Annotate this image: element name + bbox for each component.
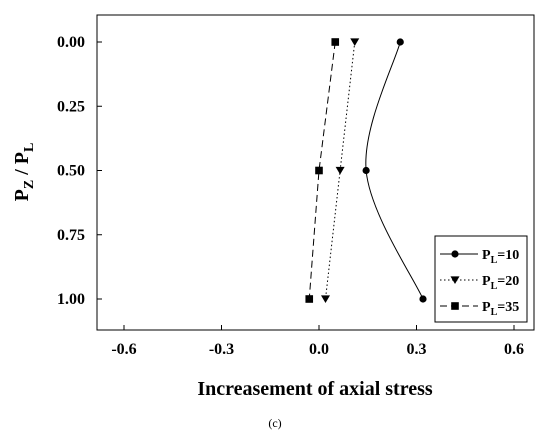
x-tick-label: 0.6 xyxy=(504,341,524,358)
x-tick-label: 0.3 xyxy=(407,341,427,358)
legend-marker xyxy=(451,250,459,258)
series-layer xyxy=(305,38,427,304)
y-tick-label: 0.00 xyxy=(57,34,85,51)
data-point xyxy=(396,38,404,46)
y-axis-label: PZ / PL xyxy=(11,143,37,202)
legend-label: PL=10 xyxy=(482,248,519,266)
y-tick-label: 1.00 xyxy=(57,291,85,308)
data-point xyxy=(305,295,314,303)
legend-items: PL=10 PL=20 PL=35 xyxy=(440,248,519,318)
data-point xyxy=(321,295,330,304)
series-line xyxy=(365,41,424,300)
legend-marker xyxy=(450,276,460,285)
ticks: -0.6 -0.3 0.0 0.3 0.6 0.00 0.25 0.50 0.75 1.00 xyxy=(57,34,524,358)
legend-item-2: PL=20 xyxy=(440,274,519,292)
data-point xyxy=(419,295,427,303)
legend-box xyxy=(434,235,528,323)
data-point xyxy=(315,166,323,175)
plot-frame xyxy=(96,14,535,331)
x-tick-label: 0.0 xyxy=(309,341,329,358)
legend-item-1: PL=10 xyxy=(440,248,519,266)
y-tick-label: 0.25 xyxy=(57,98,85,115)
legend-marker xyxy=(451,302,459,310)
series-1 xyxy=(362,38,427,303)
y-tick-label: 0.50 xyxy=(57,163,85,180)
x-tick-label: -0.6 xyxy=(111,341,136,358)
data-point xyxy=(362,166,370,175)
data-point xyxy=(350,38,360,47)
legend-label: PL=20 xyxy=(482,274,519,292)
legend: PL=10 PL=20 PL=35 xyxy=(434,235,528,323)
series-line xyxy=(308,41,336,300)
series-3 xyxy=(305,38,340,303)
x-axis-label: Increasement of axial stress xyxy=(197,378,433,400)
x-tick-label: -0.3 xyxy=(209,341,234,358)
data-point xyxy=(331,38,340,46)
y-tick-label: 0.75 xyxy=(57,227,85,244)
figure-caption: (c) xyxy=(268,416,281,430)
data-point xyxy=(335,166,345,175)
legend-label: PL=35 xyxy=(482,300,519,318)
legend-item-3: PL=35 xyxy=(440,300,519,318)
series-2 xyxy=(321,38,360,304)
